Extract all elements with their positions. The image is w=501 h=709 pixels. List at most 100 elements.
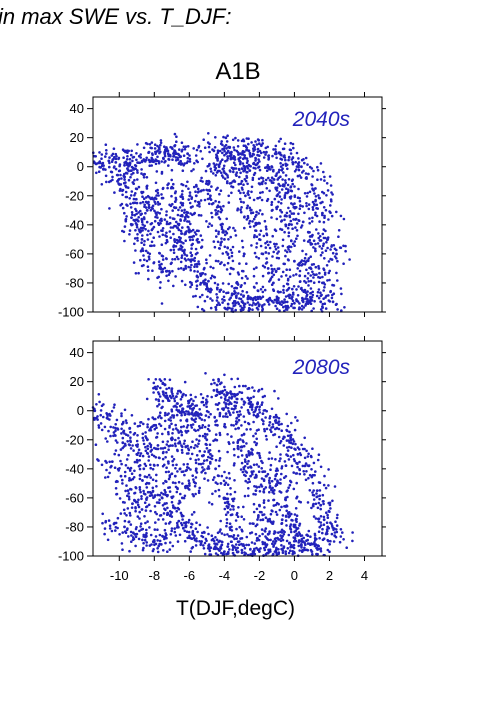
scatter-point [199,189,203,193]
scatter-point [265,232,268,235]
scatter-point [128,443,131,447]
scatter-point [244,460,247,463]
scatter-point [194,280,198,283]
scatter-point [141,548,145,552]
scatter-point [236,271,240,274]
scatter-point [234,548,238,552]
scatter-point [276,469,280,472]
scatter-point [284,254,287,258]
scatter-point [137,505,141,509]
scatter-point [273,550,277,553]
scatter-point [185,426,189,429]
scatter-point [194,404,197,408]
scatter-point [300,534,304,537]
scatter-point [164,522,168,525]
scatter-point [312,202,316,206]
scatter-point [290,543,293,547]
scatter-point [312,281,316,285]
scatter-point [180,209,184,212]
scatter-point [264,178,268,182]
scatter-point [296,452,300,456]
scatter-point [258,411,262,414]
scatter-point [209,546,213,549]
scatter-point [118,189,122,192]
scatter-point [331,283,334,287]
scatter-point [225,524,228,528]
scatter-point [287,206,290,210]
scatter-point [230,166,234,170]
scatter-point [319,524,323,527]
scatter-point [281,178,284,181]
scatter-point [226,246,229,249]
y-tick-label: 20 [70,374,84,389]
scatter-point [233,400,237,404]
scatter-point [245,137,249,140]
scatter-point [161,258,165,261]
scatter-point [285,289,289,292]
scatter-point [249,428,252,431]
scatter-point [255,242,259,245]
scatter-point [155,194,158,197]
scatter-point [170,500,174,504]
scatter-point [219,528,222,531]
scatter-point [190,452,194,456]
scatter-point [174,534,178,537]
scatter-point [335,252,338,256]
scatter-point [114,161,118,164]
scatter-point [157,275,160,279]
scatter-point [244,479,247,483]
scatter-point [199,179,202,182]
scatter-point [174,224,178,228]
scatter-point [205,287,208,291]
scatter-point [311,216,314,220]
scatter-point [228,182,232,185]
scatter-point [139,213,143,216]
scatter-point [257,177,261,181]
scatter-point [205,401,208,404]
scatter-point [332,540,336,543]
scatter-point [173,144,176,148]
scatter-point [293,202,296,205]
scatter-point [306,277,310,280]
scatter-point [208,202,211,206]
scatter-point [162,549,165,552]
scatter-point [183,529,186,533]
scatter-point [323,271,327,275]
scatter-point [261,532,264,536]
scatter-point [146,490,150,494]
scatter-point [193,231,197,234]
scatter-point [170,388,173,392]
scatter-point [287,533,291,537]
scatter-point [171,209,174,212]
scatter-point [272,540,275,543]
scatter-point [209,452,212,456]
scatter-point [271,542,274,546]
scatter-point [309,302,313,306]
scatter-point [238,175,241,179]
scatter-point [297,285,300,288]
scatter-point [267,252,271,255]
scatter-point [335,528,338,531]
scatter-point [175,241,179,245]
scatter-point [252,267,256,271]
scatter-point [284,498,288,502]
scatter-point [165,387,168,391]
scatter-point [315,489,319,492]
scatter-point [168,548,172,551]
scatter-point [145,534,148,538]
scatter-point [173,200,177,204]
scatter-point [173,191,177,195]
scatter-point [129,202,132,206]
y-tick-label: -100 [58,549,84,564]
scatter-point [289,455,293,458]
scatter-point [272,545,275,548]
scatter-point [272,273,276,277]
scatter-point [246,408,250,412]
scatter-point [221,252,225,255]
scatter-point [281,538,285,542]
scatter-point [240,454,244,457]
scatter-point [130,472,134,476]
scatter-point [243,226,246,230]
scatter-point [144,228,147,231]
scatter-point [237,506,240,509]
